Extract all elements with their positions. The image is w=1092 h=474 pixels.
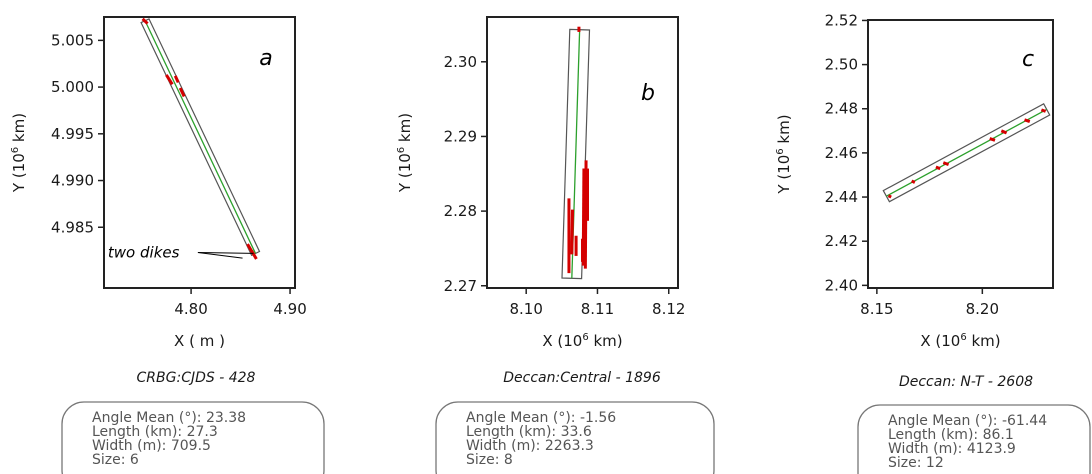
dike-segment-0-2 [173, 75, 180, 84]
stats-line-0-2: Width (m): 709.5 [92, 438, 211, 454]
y-tick-label-0-3: 5.000 [51, 78, 94, 96]
panel-label-1: b [641, 81, 655, 106]
y-axis-label-2: Y (106 km) [775, 114, 793, 194]
annotation-text: two dikes [108, 243, 180, 261]
y-tick-label-1-2: 2.29 [444, 127, 477, 145]
x-tick-label-1-0: 8.10 [509, 300, 542, 318]
x-axis-label-0: X ( m ) [174, 332, 225, 350]
plot-frame-1 [486, 16, 679, 289]
plot-frame-2 [867, 19, 1054, 289]
x-tick-label-1-1: 8.11 [581, 300, 614, 318]
stats-line-2-1: Length (km): 86.1 [888, 427, 1014, 443]
panel-label-0: a [259, 46, 272, 71]
dike-box-2 [882, 102, 1051, 203]
dike-segment-1-5 [583, 160, 588, 269]
stats-box-2 [857, 404, 1091, 474]
x-tick-label-2-1: 8.20 [966, 300, 999, 318]
dike-segment-2-0 [887, 194, 892, 199]
plot-frame-0 [103, 16, 296, 289]
dike-segment-2-6 [1024, 118, 1031, 123]
stats-line-1-1: Length (km): 33.6 [466, 424, 592, 440]
y-tick-label-0-2: 4.995 [51, 125, 94, 143]
y-tick-label-2-6: 2.52 [825, 11, 858, 29]
dike-segment-2-1 [911, 179, 916, 184]
panel-caption-0: CRBG:CJDS - 428 [137, 370, 256, 386]
x-tick-label-0-1: 4.90 [273, 300, 306, 318]
stats-line-0-0: Angle Mean (°): 23.38 [92, 410, 246, 426]
panel-caption-1: Deccan:Central - 1896 [503, 370, 661, 386]
y-tick-label-0-4: 5.005 [51, 31, 94, 49]
stats-line-1-2: Width (m): 2263.3 [466, 438, 594, 454]
stats-box-1 [435, 401, 715, 474]
stats-line-0-3: Size: 6 [92, 452, 139, 468]
annotation-arrow-1 [197, 251, 254, 254]
y-tick-label-2-4: 2.48 [825, 100, 858, 118]
y-tick-label-2-1: 2.42 [825, 232, 858, 250]
panel-label-2: c [1022, 47, 1034, 72]
dike-segment-1-4 [581, 168, 586, 266]
y-tick-label-1-3: 2.30 [444, 53, 477, 71]
y-tick-label-2-5: 2.50 [825, 56, 858, 74]
x-tick-label-2-0: 8.15 [860, 300, 893, 318]
dike-segment-0-0 [141, 17, 149, 25]
dike-segment-2-7 [1040, 108, 1047, 113]
stats-line-0-1: Length (km): 27.3 [92, 424, 218, 440]
x-axis-label-2: X (106 km) [920, 332, 1000, 350]
y-tick-label-2-2: 2.44 [825, 188, 858, 206]
dike-box-1 [561, 28, 591, 280]
stats-line-1-0: Angle Mean (°): -1.56 [466, 410, 616, 426]
stats-box-0 [61, 401, 325, 474]
dike-segment-1-2 [570, 209, 575, 255]
centerline-2 [886, 108, 1047, 197]
stats-line-2-3: Size: 12 [888, 455, 944, 471]
dike-segment-2-5 [1000, 129, 1008, 135]
dike-segment-2-2 [935, 165, 941, 171]
y-tick-label-0-0: 4.985 [51, 218, 94, 236]
y-tick-label-2-0: 2.40 [825, 276, 858, 294]
y-axis-label-1: Y (106 km) [396, 113, 414, 193]
dike-segment-0-1 [165, 74, 174, 86]
dike-segment-2-4 [989, 137, 996, 142]
x-tick-label-1-2: 8.12 [652, 300, 685, 318]
dike-segment-0-5 [250, 249, 258, 260]
centerline-0 [144, 20, 257, 254]
stats-line-1-3: Size: 8 [466, 452, 513, 468]
x-axis-label-1: X (106 km) [542, 332, 622, 350]
dike-box-0 [140, 18, 261, 257]
y-axis-label-0: Y (106 km) [10, 113, 28, 193]
y-tick-label-1-0: 2.27 [444, 277, 477, 295]
dike-segment-2-3 [942, 161, 950, 167]
y-tick-label-2-3: 2.46 [825, 144, 858, 162]
stats-line-2-2: Width (m): 4123.9 [888, 441, 1016, 457]
dike-segment-0-3 [178, 87, 186, 98]
stats-line-2-0: Angle Mean (°): -61.44 [888, 413, 1047, 429]
y-tick-label-1-1: 2.28 [444, 202, 477, 220]
panel-caption-2: Deccan: N-T - 2608 [899, 374, 1033, 390]
x-tick-label-0-0: 4.80 [174, 300, 207, 318]
annotation-arrow-2 [197, 251, 243, 259]
y-tick-label-0-1: 4.990 [51, 172, 94, 190]
